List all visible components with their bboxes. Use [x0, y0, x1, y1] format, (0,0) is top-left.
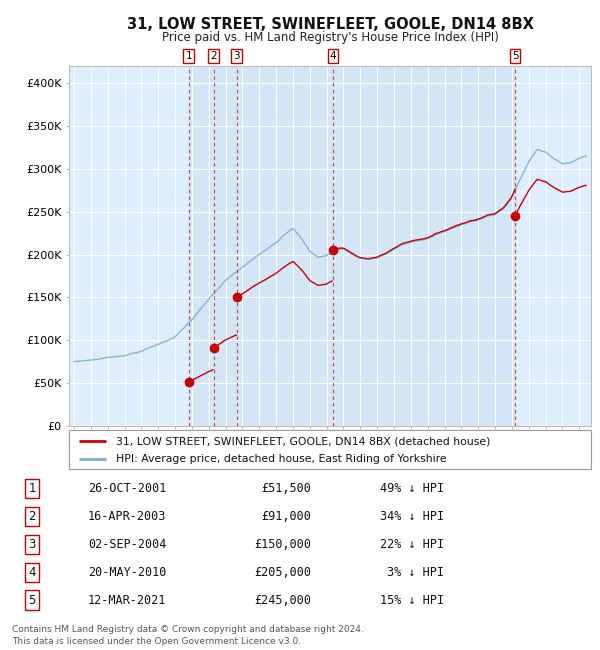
Text: 22% ↓ HPI: 22% ↓ HPI — [380, 538, 444, 551]
Text: 1: 1 — [185, 51, 192, 60]
Text: Price paid vs. HM Land Registry's House Price Index (HPI): Price paid vs. HM Land Registry's House … — [161, 31, 499, 44]
Text: 2: 2 — [211, 51, 217, 60]
Text: 5: 5 — [28, 594, 36, 607]
Text: This data is licensed under the Open Government Licence v3.0.: This data is licensed under the Open Gov… — [12, 637, 301, 646]
Text: 16-APR-2003: 16-APR-2003 — [88, 510, 166, 523]
Text: 4: 4 — [330, 51, 337, 60]
Text: 3% ↓ HPI: 3% ↓ HPI — [387, 566, 444, 579]
Text: 2: 2 — [28, 510, 36, 523]
Text: £51,500: £51,500 — [262, 482, 311, 495]
Text: 5: 5 — [512, 51, 518, 60]
FancyBboxPatch shape — [69, 430, 591, 469]
Text: 02-SEP-2004: 02-SEP-2004 — [88, 538, 166, 551]
Text: HPI: Average price, detached house, East Riding of Yorkshire: HPI: Average price, detached house, East… — [116, 454, 446, 464]
Text: 26-OCT-2001: 26-OCT-2001 — [88, 482, 166, 495]
Text: 12-MAR-2021: 12-MAR-2021 — [88, 594, 166, 607]
Text: 15% ↓ HPI: 15% ↓ HPI — [380, 594, 444, 607]
Text: 1: 1 — [28, 482, 36, 495]
Text: £205,000: £205,000 — [254, 566, 311, 579]
Text: 31, LOW STREET, SWINEFLEET, GOOLE, DN14 8BX: 31, LOW STREET, SWINEFLEET, GOOLE, DN14 … — [127, 17, 533, 32]
Text: £91,000: £91,000 — [262, 510, 311, 523]
Text: 3: 3 — [28, 538, 36, 551]
Text: Contains HM Land Registry data © Crown copyright and database right 2024.: Contains HM Land Registry data © Crown c… — [12, 625, 364, 634]
Text: 4: 4 — [28, 566, 36, 579]
Text: 34% ↓ HPI: 34% ↓ HPI — [380, 510, 444, 523]
Bar — [189, 66, 515, 426]
Text: 31, LOW STREET, SWINEFLEET, GOOLE, DN14 8BX (detached house): 31, LOW STREET, SWINEFLEET, GOOLE, DN14 … — [116, 436, 490, 446]
Text: £245,000: £245,000 — [254, 594, 311, 607]
Text: 20-MAY-2010: 20-MAY-2010 — [88, 566, 166, 579]
Text: 49% ↓ HPI: 49% ↓ HPI — [380, 482, 444, 495]
Text: 3: 3 — [233, 51, 240, 60]
Text: £150,000: £150,000 — [254, 538, 311, 551]
